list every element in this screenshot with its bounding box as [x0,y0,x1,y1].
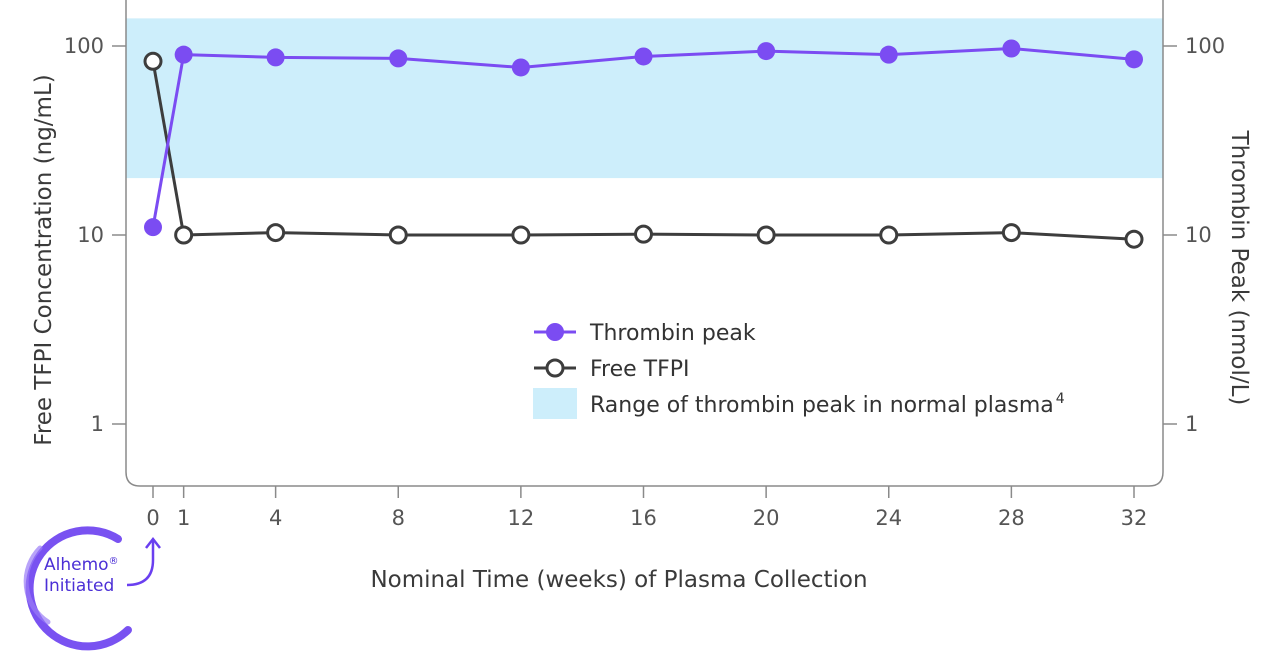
legend: Thrombin peak Free TFPI Range of thrombi… [533,321,1065,419]
data-point [1124,229,1144,249]
data-point [511,225,531,245]
legend-tfpi-label: Free TFPI [590,357,690,382]
series-line [151,61,1135,241]
y-right-tick-label: 1 [1185,412,1198,436]
data-point [174,45,193,64]
y-left-tick-label: 1 [91,412,104,436]
series-layer [143,39,1144,249]
x-tick-label: 12 [508,506,535,530]
data-point [634,47,653,66]
data-point [879,225,899,245]
logo-arrow-stem [126,541,155,587]
series-thrombin-peak [144,39,1143,237]
y-right-tick-label: 100 [1185,34,1225,58]
plot-frame-layer [125,0,1164,487]
series-free-tfpi [143,51,1144,249]
legend-thrombin-label: Thrombin peak [589,321,756,346]
x-axis-title: Nominal Time (weeks) of Plasma Collectio… [370,567,867,593]
y-left-axis-title: Free TFPI Concentration (ng/mL) [31,74,57,445]
x-tick-label: 1 [177,506,190,530]
series-line [151,47,1135,228]
data-point [511,58,530,77]
logo-word-alhemo: Alhemo [44,555,109,575]
data-point [388,225,408,245]
data-point [143,51,163,71]
x-tick-label: 16 [630,506,657,530]
data-point [1002,39,1021,58]
legend-range-text: Range of thrombin peak in normal plasma [590,393,1054,418]
x-tick-label: 24 [875,506,902,530]
normal-range-band-layer [126,18,1163,179]
data-point [757,42,776,61]
data-point [266,48,285,67]
legend-range-swatch [533,388,577,419]
legend-tfpi-marker [545,358,565,378]
x-tick-label: 20 [753,506,780,530]
logo-swoosh-inner [23,545,51,625]
x-tick-label: 0 [146,506,159,530]
data-point [756,225,776,245]
legend-range-superscript: 4 [1056,391,1065,407]
x-tick-label: 8 [392,506,405,530]
legend-thrombin-marker [546,323,564,341]
y-right-axis-title: Thrombin Peak (nmol/L) [1226,130,1252,406]
data-point [266,223,286,243]
x-tick-label: 28 [998,506,1025,530]
alhemo-initiated-logo: Alhemo® Initiated [23,526,161,651]
logo-line2: Initiated [44,576,114,596]
data-point [634,224,653,244]
x-tick-label: 32 [1121,506,1148,530]
logo-registered-mark: ® [109,556,119,567]
data-point [174,225,194,245]
data-point [144,218,162,237]
plot-frame [125,0,1164,487]
normal-range-band [126,18,1163,179]
x-tick-label: 4 [269,506,282,530]
data-point [1001,223,1021,243]
y-right-tick-label: 10 [1185,223,1212,247]
data-point [389,49,408,68]
legend-range-label: Range of thrombin peak in normal plasma 4 [590,391,1065,418]
data-point [1125,50,1143,69]
y-left-tick-label: 100 [64,34,104,58]
data-point [879,45,898,64]
logo-line1: Alhemo® [44,555,119,575]
y-left-tick-label: 10 [77,223,104,247]
logo-arrow-head [145,536,161,549]
